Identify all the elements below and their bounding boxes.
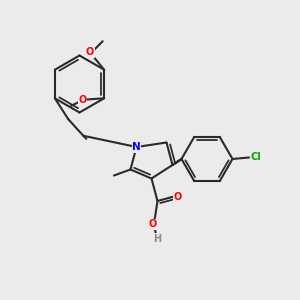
Text: O: O (148, 219, 157, 229)
Text: O: O (173, 191, 182, 202)
Text: O: O (79, 95, 87, 105)
Text: methyl: methyl (100, 172, 115, 176)
Text: O: O (86, 47, 94, 57)
Text: N: N (132, 142, 141, 152)
Text: H: H (153, 233, 161, 244)
Text: Cl: Cl (250, 152, 261, 163)
